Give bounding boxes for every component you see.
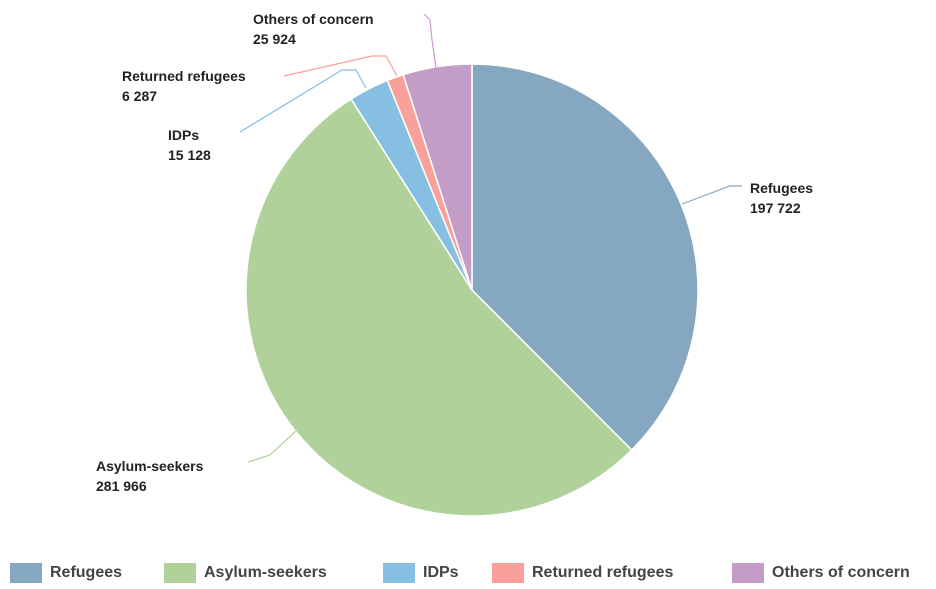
slice-label-refugees: Refugees [750,180,813,196]
slice-value-others-of-concern: 25 924 [253,31,296,47]
legend-item-returned-refugees[interactable]: Returned refugees [492,563,673,583]
pie-slice-refugees[interactable] [471,63,699,452]
legend-label-idps: IDPs [423,564,459,581]
legend-swatch-others-of-concern [732,563,764,583]
legend-label-others-of-concern: Others of concern [772,564,910,581]
legend-label-asylum-seekers: Asylum-seekers [204,564,327,581]
legend-swatch-returned-refugees [492,563,524,583]
pie-chart: Refugees 197 722 Asylum-seekers 281 966 IDPs… [96,11,813,517]
legend-swatch-asylum-seekers [164,563,196,583]
pie-slices [245,63,699,517]
legend-item-asylum-seekers[interactable]: Asylum-seekers [164,563,327,583]
leader-line-returned-refugees [283,55,398,77]
legend-item-refugees[interactable]: Refugees [10,563,122,583]
legend-label-refugees: Refugees [50,564,123,581]
legend-item-others-of-concern[interactable]: Others of concern [732,563,910,583]
slice-value-idps: 15 128 [168,147,211,163]
slice-labels: Refugees 197 722 Asylum-seekers 281 966 IDPs… [96,11,813,494]
slice-label-idps: IDPs [168,127,199,143]
slice-label-returned-refugees: Returned refugees [122,68,246,84]
slice-value-asylum-seekers: 281 966 [96,478,147,494]
slice-value-refugees: 197 722 [750,200,801,216]
pie-slice-others-of-concern[interactable] [402,63,473,291]
leader-line-asylum-seekers [247,430,297,463]
slice-label-asylum-seekers: Asylum-seekers [96,458,204,474]
legend-swatch-refugees [10,563,42,583]
leader-line-idps [239,69,367,133]
slice-value-returned-refugees: 6 287 [122,88,157,104]
slice-label-others-of-concern: Others of concern [253,11,374,27]
leader-line-refugees [681,185,742,205]
legend: Refugees Asylum-seekers IDPs Returned re… [0,563,936,589]
legend-swatch-idps [383,563,415,583]
leader-line-others-of-concern [423,13,437,69]
legend-label-returned-refugees: Returned refugees [532,564,674,581]
leader-lines [239,13,742,463]
legend-item-idps[interactable]: IDPs [383,563,459,583]
